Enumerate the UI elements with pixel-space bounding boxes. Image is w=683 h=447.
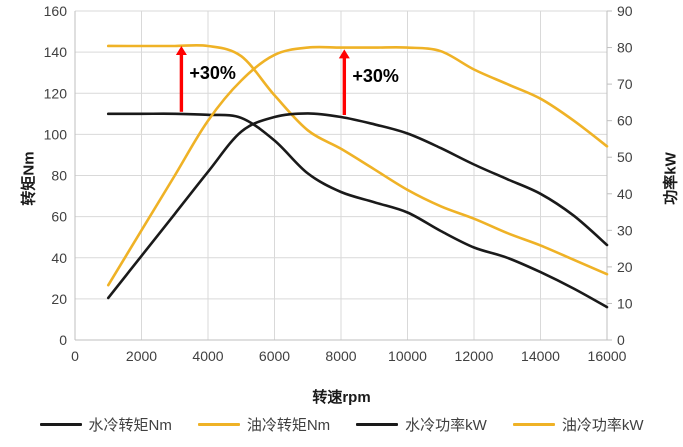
y-right-tick-label: 80: [617, 40, 633, 56]
y-right-tick-label: 30: [617, 222, 633, 238]
x-tick-label: 16000: [588, 348, 627, 364]
y-right-tick-label: 60: [617, 113, 633, 129]
y-left-tick-label: 140: [44, 44, 68, 60]
legend-item-water-torque: 水冷转矩Nm: [39, 414, 172, 435]
y-right-tick-label: 10: [617, 295, 633, 311]
series-line: [106, 112, 609, 309]
x-tick-label: 8000: [325, 348, 356, 364]
right-axis-title: 功率kW: [662, 152, 680, 205]
legend-label: 水冷转矩Nm: [88, 417, 172, 434]
axis-lines: [74, 10, 612, 341]
annotation-label: +30%: [352, 66, 399, 87]
tick-labels: 0 20 40 60 80 100 120 140 160 0 10 20 30 40 50 60 70 80 90…: [44, 3, 633, 364]
water-torque-line-swatch: [39, 423, 82, 426]
annotation-label: +30%: [189, 62, 236, 83]
series-line: [106, 43, 609, 276]
y-left-tick-label: 0: [59, 332, 67, 348]
legend-label: 水冷功率kW: [405, 417, 487, 434]
series-lines: [106, 43, 609, 309]
legend-item-water-power: 水冷功率kW: [356, 414, 487, 435]
legend-item-oil-power: 油冷功率kW: [512, 414, 644, 435]
legend: 水冷转矩Nm 油冷转矩Nm 水冷功率kW 油冷功率kW: [0, 414, 683, 435]
series-line: [106, 112, 609, 300]
water-power-line-swatch: [356, 423, 399, 426]
x-tick-label: 14000: [521, 348, 560, 364]
y-right-tick-label: 90: [617, 3, 633, 19]
x-tick-label: 4000: [192, 348, 223, 364]
oil-torque-line-swatch: [197, 423, 240, 426]
y-left-tick-label: 100: [44, 126, 68, 142]
x-tick-label: 0: [71, 348, 79, 364]
y-right-tick-label: 70: [617, 76, 633, 92]
y-left-tick-label: 40: [51, 250, 67, 266]
y-left-tick-label: 20: [51, 291, 67, 307]
x-tick-label: 6000: [259, 348, 290, 364]
oil-power-line-swatch: [512, 423, 555, 426]
x-tick-label: 12000: [455, 348, 494, 364]
arrow-head: [338, 49, 350, 59]
y-right-tick-label: 40: [617, 186, 633, 202]
y-left-tick-label: 120: [44, 85, 68, 101]
y-left-tick-label: 60: [51, 209, 67, 225]
left-axis-title: 转矩Nm: [20, 151, 38, 206]
legend-item-oil-torque: 油冷转矩Nm: [197, 414, 331, 435]
y-right-tick-label: 0: [617, 332, 625, 348]
legend-label: 油冷功率kW: [561, 417, 644, 434]
y-right-tick-label: 20: [617, 259, 633, 275]
gridlines: [75, 10, 608, 340]
series-line: [106, 45, 609, 287]
x-axis-title: 转速rpm: [312, 389, 371, 406]
arrow-head: [175, 45, 187, 55]
annotation-arrows: [175, 45, 350, 116]
y-right-tick-label: 50: [617, 149, 633, 165]
y-left-tick-label: 160: [44, 3, 68, 19]
legend-label: 油冷转矩Nm: [246, 417, 331, 434]
x-tick-label: 10000: [388, 348, 427, 364]
y-left-tick-label: 80: [51, 168, 67, 184]
x-tick-label: 2000: [126, 348, 157, 364]
